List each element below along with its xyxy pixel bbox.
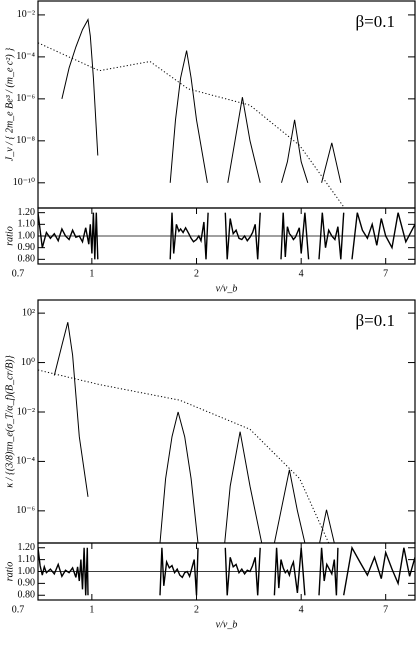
x-tick-label: 1: [89, 268, 94, 279]
y-tick-label: 1.10: [18, 554, 36, 565]
plot-area: [38, 545, 415, 596]
x-tick-label: 7: [383, 268, 388, 279]
y-tick-label: 10⁰: [21, 357, 35, 368]
annotation: β=0.1: [356, 311, 396, 330]
data-line: [38, 42, 346, 208]
x-axis-label: ν/ν_b: [216, 619, 238, 630]
x-tick-label: 1: [89, 604, 94, 615]
plot-area: [38, 322, 335, 543]
y-tick-label: 10⁻⁸: [16, 135, 35, 146]
y-tick-label: 0.90: [18, 578, 36, 589]
x-tick-label: 7: [383, 604, 388, 615]
x-tick-label: 4: [299, 268, 304, 279]
frame: [37, 207, 416, 265]
data-line: [61, 18, 342, 183]
annotation: β=0.1: [356, 12, 396, 31]
frame: [37, 542, 416, 601]
y-tick-label: 10⁻¹⁰: [13, 177, 35, 188]
x-axis-label: ν/ν_b: [216, 283, 238, 294]
data-line: [38, 369, 330, 543]
y-tick-label: 1.20: [18, 542, 36, 553]
y-axis-label: κ / {(3/8)πn_e(σ_T/α_f)(B_cr/B)}: [4, 355, 15, 487]
y-axis-label: ratio: [4, 226, 15, 245]
y-axis-label: J_ν / { 2m_e Be³ / (m_e c²) }: [4, 48, 15, 161]
y-tick-label: 10²: [22, 307, 35, 318]
x-tick-label: 2: [194, 268, 199, 279]
plot-area: [38, 18, 346, 208]
y-axis-label: ratio: [4, 562, 15, 581]
x-tick-label: 0.7: [12, 268, 25, 279]
data-line: [53, 322, 335, 543]
y-tick-label: 1.20: [18, 207, 36, 218]
data-line: [38, 212, 415, 260]
y-tick-label: 10⁻⁶: [16, 505, 35, 516]
y-tick-label: 10⁻²: [17, 406, 35, 417]
y-tick-label: 1.00: [18, 230, 36, 241]
x-tick-label: 0.7: [12, 604, 25, 615]
x-tick-label: 4: [299, 604, 304, 615]
y-tick-label: 10⁻⁶: [16, 93, 35, 104]
y-tick-label: 0.80: [18, 590, 36, 601]
y-tick-label: 10⁻⁴: [16, 51, 35, 62]
y-tick-label: 0.80: [18, 254, 36, 265]
y-tick-label: 10⁻⁴: [16, 456, 35, 467]
y-tick-label: 10⁻²: [17, 9, 35, 20]
frame: [37, 299, 416, 544]
y-tick-label: 1.10: [18, 219, 36, 230]
y-tick-label: 0.90: [18, 242, 36, 253]
data-line: [38, 545, 415, 596]
x-tick-label: 2: [194, 604, 199, 615]
y-tick-label: 1.00: [18, 566, 36, 577]
plot-area: [38, 212, 415, 260]
